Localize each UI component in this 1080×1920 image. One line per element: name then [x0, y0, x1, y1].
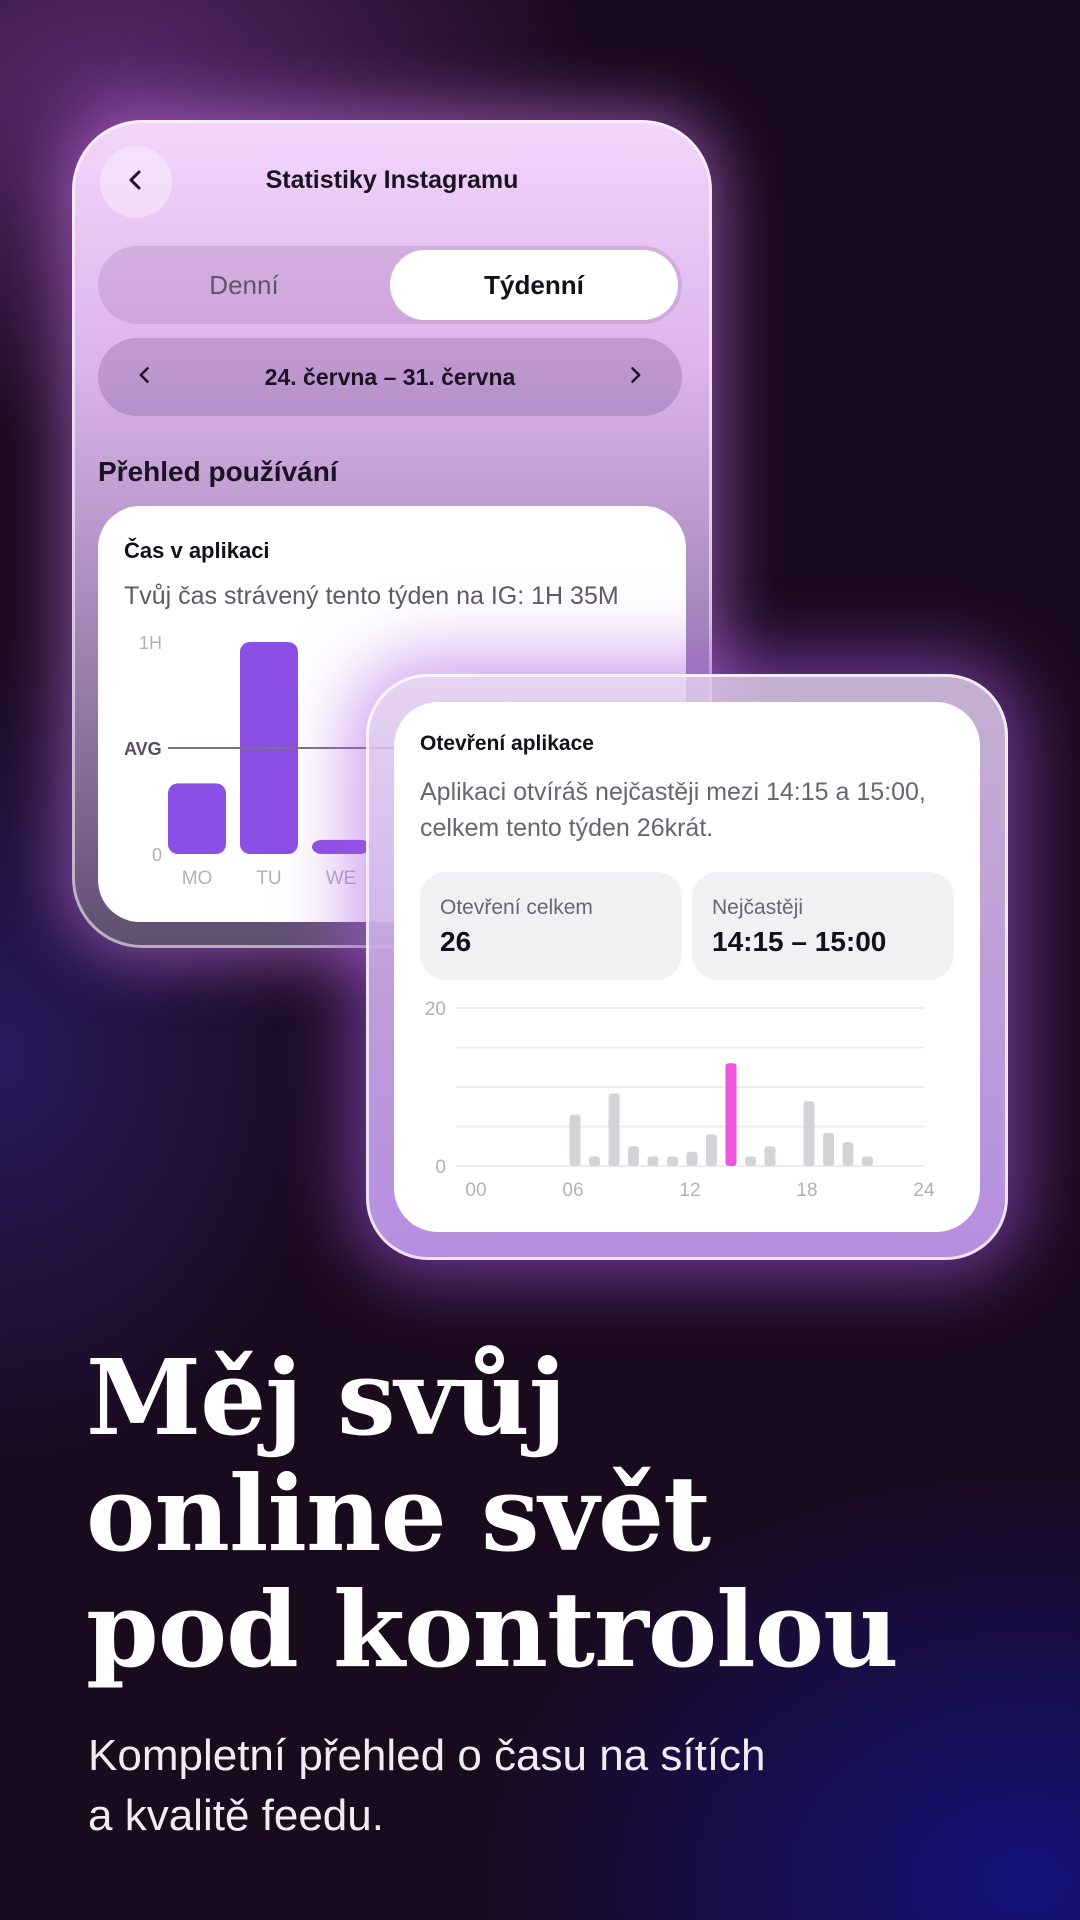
- x-tick-label: 06: [562, 1180, 583, 1201]
- chevron-right-icon: [625, 365, 645, 390]
- y-tick-label: 20: [425, 999, 446, 1020]
- y-tick-label: 0: [435, 1157, 446, 1178]
- stat-label: Nejčastěji: [712, 896, 804, 919]
- headline-line: online svět: [86, 1452, 711, 1575]
- hour-bar: [706, 1134, 717, 1166]
- previous-week-button[interactable]: [110, 338, 180, 416]
- y-tick-label: 0: [152, 845, 162, 865]
- tab-daily[interactable]: Denní: [209, 269, 279, 300]
- x-tick-label: 12: [679, 1180, 700, 1201]
- card-subtitle: Tvůj čas strávený tento týden na IG: 1H …: [124, 582, 619, 610]
- hour-bar: [647, 1156, 659, 1166]
- subheadline-line: Kompletní přehled o času na sítích: [88, 1731, 766, 1780]
- card-description: Aplikaci otvíráš nejčastěji mezi 14:15 a…: [420, 778, 926, 842]
- stat-value: 14:15 – 15:00: [712, 926, 887, 957]
- card-title: Čas v aplikaci: [124, 538, 270, 563]
- hour-bar: [569, 1114, 581, 1166]
- x-tick-label: 18: [796, 1180, 817, 1201]
- period-toggle: Denní Týdenní: [98, 246, 682, 324]
- headline-line: Měj svůj: [86, 1336, 566, 1459]
- subheadline-line: a kvalitě feedu.: [88, 1791, 384, 1840]
- x-tick-label: 00: [465, 1180, 486, 1201]
- back-button[interactable]: [100, 146, 172, 218]
- stat-label: Otevření celkem: [440, 896, 593, 919]
- hour-bar: [628, 1146, 639, 1166]
- hour-bar: [686, 1151, 698, 1166]
- x-tick-label: WE: [326, 868, 357, 889]
- hour-bar: [745, 1156, 756, 1166]
- date-range-selector: 24. června – 31. června: [98, 338, 682, 416]
- headline: Měj svůj online svět pod kontrolou: [86, 1336, 899, 1691]
- hour-bar: [608, 1093, 620, 1166]
- page-title: Statistiky Instagramu: [265, 166, 519, 194]
- section-title: Přehled používání: [98, 456, 338, 487]
- date-range-label: 24. června – 31. června: [264, 363, 516, 390]
- instagram-stats-screen: Statistiky Instagramu Denní Týdenní 24. …: [72, 120, 712, 948]
- headline-line: pod kontrolou: [86, 1568, 899, 1691]
- tab-weekly[interactable]: Týdenní: [390, 250, 678, 320]
- subheadline: Kompletní přehled o času na sítích a kva…: [88, 1726, 766, 1846]
- card-title: Otevření aplikace: [420, 732, 594, 755]
- chevron-left-icon: [135, 365, 155, 390]
- hour-bar: [842, 1142, 854, 1166]
- hour-bar: [803, 1101, 815, 1166]
- hour-bar: [589, 1156, 600, 1166]
- hour-bar: [667, 1156, 678, 1166]
- next-week-button[interactable]: [600, 338, 670, 416]
- app-opens-panel: Otevření aplikace Aplikaci otvíráš nejča…: [366, 674, 1008, 1260]
- hour-bar: [823, 1132, 834, 1166]
- chevron-left-icon: [124, 168, 148, 197]
- avg-label: AVG: [124, 739, 162, 759]
- peak-hour-bar: [725, 1063, 737, 1166]
- stat-value: 26: [440, 926, 472, 957]
- stat-peak-time: Nejčastěji 14:15 – 15:00: [692, 872, 954, 980]
- usage-bar: [168, 783, 226, 854]
- usage-bar: [312, 839, 370, 854]
- stat-total-opens: Otevření celkem 26: [420, 872, 682, 980]
- x-tick-label: TU: [256, 868, 281, 889]
- hour-bar: [862, 1156, 873, 1166]
- x-tick-label: 24: [913, 1180, 935, 1201]
- app-opens-card: Otevření aplikace Aplikaci otvíráš nejča…: [394, 702, 980, 1232]
- hour-bar: [764, 1146, 776, 1166]
- y-tick-label: 1H: [139, 636, 162, 653]
- x-tick-label: MO: [182, 868, 213, 889]
